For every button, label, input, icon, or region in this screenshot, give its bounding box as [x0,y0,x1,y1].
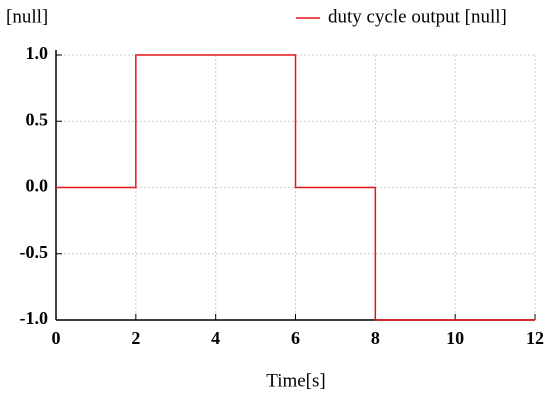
x-tick-label: 2 [131,328,140,348]
x-tick-label: 8 [371,328,380,348]
x-tick-label: 6 [291,328,300,348]
x-tick-label: 12 [526,328,544,348]
data-line [56,54,535,321]
y-tick-label: 0.0 [26,176,49,196]
y-tick-label: -1.0 [20,308,49,328]
y-tick-label: 0.5 [26,109,49,129]
x-tick-label: 10 [446,328,464,348]
y-tick-label: -0.5 [20,242,49,262]
legend-label: duty cycle output [null] [328,6,507,27]
y-tick-label: 1.0 [26,43,49,63]
x-tick-label: 4 [211,328,220,348]
y-axis-label: [null] [6,6,48,27]
x-axis-label: Time[s] [266,370,325,391]
x-tick-label: 0 [52,328,61,348]
